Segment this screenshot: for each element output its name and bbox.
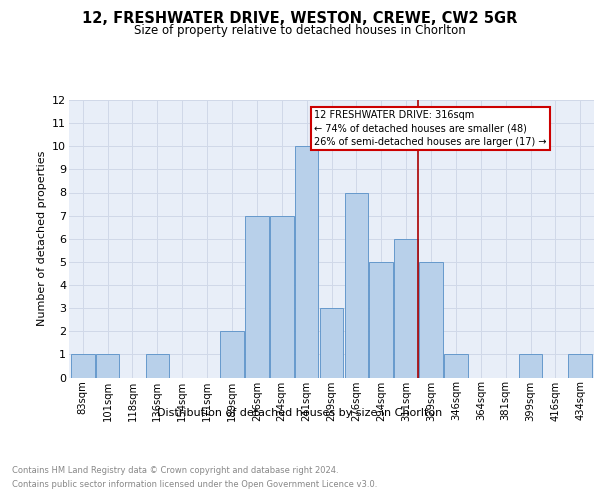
- Bar: [96, 354, 119, 378]
- Bar: [320, 308, 343, 378]
- Text: Distribution of detached houses by size in Chorlton: Distribution of detached houses by size …: [157, 408, 443, 418]
- Bar: [270, 216, 293, 378]
- Bar: [146, 354, 169, 378]
- Bar: [245, 216, 269, 378]
- Text: 12 FRESHWATER DRIVE: 316sqm
← 74% of detached houses are smaller (48)
26% of sem: 12 FRESHWATER DRIVE: 316sqm ← 74% of det…: [314, 110, 547, 147]
- Bar: [444, 354, 468, 378]
- Bar: [344, 192, 368, 378]
- Bar: [295, 146, 319, 378]
- Bar: [519, 354, 542, 378]
- Bar: [370, 262, 393, 378]
- Text: 12, FRESHWATER DRIVE, WESTON, CREWE, CW2 5GR: 12, FRESHWATER DRIVE, WESTON, CREWE, CW2…: [82, 11, 518, 26]
- Bar: [419, 262, 443, 378]
- Bar: [71, 354, 95, 378]
- Text: Contains public sector information licensed under the Open Government Licence v3: Contains public sector information licen…: [12, 480, 377, 489]
- Text: Size of property relative to detached houses in Chorlton: Size of property relative to detached ho…: [134, 24, 466, 37]
- Y-axis label: Number of detached properties: Number of detached properties: [37, 151, 47, 326]
- Bar: [220, 331, 244, 378]
- Text: Contains HM Land Registry data © Crown copyright and database right 2024.: Contains HM Land Registry data © Crown c…: [12, 466, 338, 475]
- Bar: [568, 354, 592, 378]
- Bar: [394, 239, 418, 378]
